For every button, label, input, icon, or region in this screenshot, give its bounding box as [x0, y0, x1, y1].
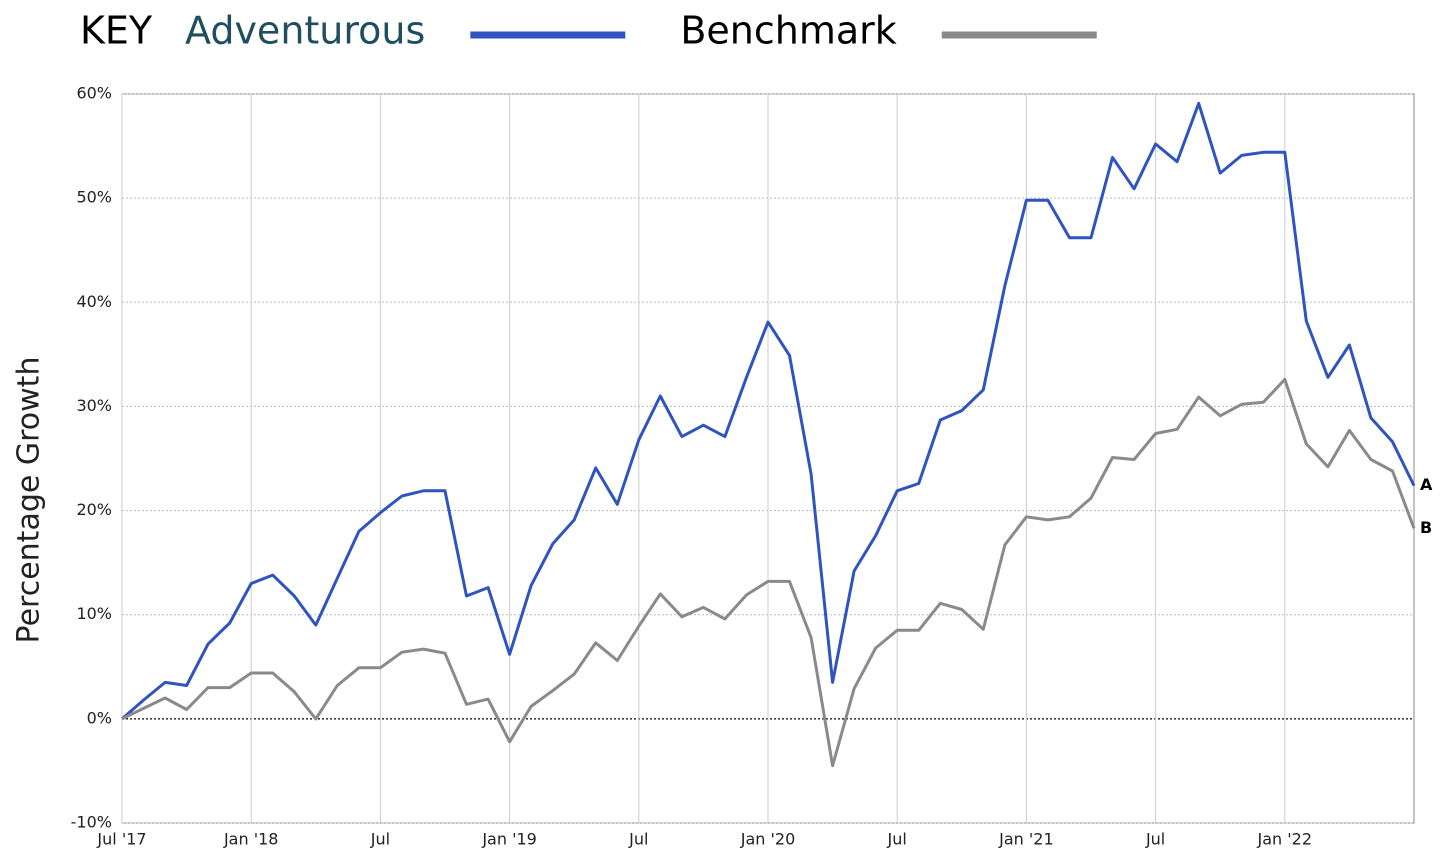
y-tick-label: 60% — [76, 84, 112, 103]
y-tick-label: 0% — [87, 708, 112, 727]
x-tick-label: Jan '22 — [1257, 830, 1313, 849]
legend-label: Benchmark — [680, 9, 896, 53]
legend-label: Adventurous — [185, 9, 425, 53]
x-tick-label: Jan '18 — [223, 830, 279, 849]
end-label: A — [1420, 475, 1433, 494]
legend-title: KEY — [80, 9, 153, 53]
y-axis-label: Percentage Growth — [12, 357, 47, 644]
y-tick-label: -10% — [71, 813, 112, 832]
end-label: B — [1420, 518, 1432, 537]
x-tick-label: Jan '21 — [998, 830, 1054, 849]
y-tick-label: 30% — [76, 396, 112, 415]
x-tick-label: Jul '17 — [96, 830, 146, 849]
series-line — [121, 101, 1416, 721]
y-tick-label: 40% — [76, 292, 112, 311]
x-tick-label: Jan '19 — [481, 830, 537, 849]
x-tick-label: Jul — [628, 830, 648, 849]
x-tick-label: Jan '20 — [740, 830, 796, 849]
x-tick-label: Jul — [1145, 830, 1165, 849]
x-tick-label: Jul — [887, 830, 907, 849]
series-line — [121, 377, 1416, 768]
x-tick-label: Jul — [370, 830, 390, 849]
y-tick-label: 20% — [76, 500, 112, 519]
y-tick-label: 10% — [76, 604, 112, 623]
y-tick-label: 50% — [76, 188, 112, 207]
